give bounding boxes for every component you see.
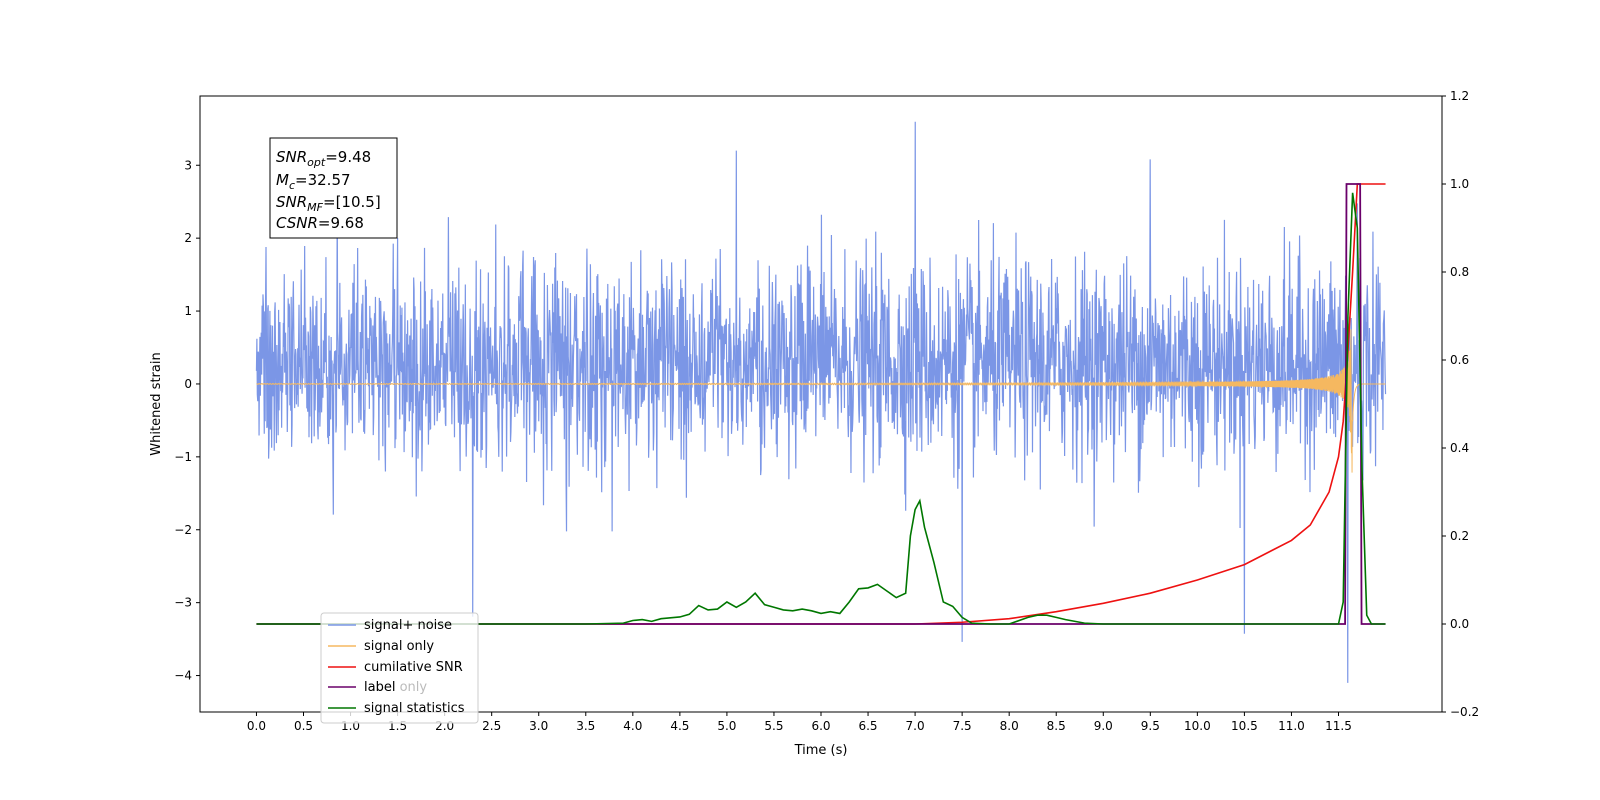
series-signal-statistics (256, 192, 1386, 625)
y-right-tick-label: 0.4 (1450, 441, 1469, 455)
legend-entry-label-only: label only (364, 680, 427, 695)
y-left-tick-label: −1 (174, 450, 192, 464)
y-left-tick-label: 0 (184, 377, 192, 391)
y-right-tick-label: −0.2 (1450, 705, 1479, 719)
series-layer (255, 121, 1387, 683)
legend: signal+ noise signal only cumilative SNR… (320, 612, 479, 724)
series-signal-noise (255, 121, 1387, 683)
y-left-tick-label: 1 (184, 304, 192, 318)
annotation-snr-opt: SNRopt=9.48 (276, 148, 371, 169)
annotation-box: SNRopt=9.48 Mc=32.57 SNRMF=[10.5] CSNR=9… (269, 137, 398, 239)
annotation-snr-mf: SNRMF=[10.5] (276, 193, 381, 214)
annotation-csnr: CSNR=9.68 (276, 214, 364, 232)
legend-entry-signal-only: signal only (364, 639, 434, 654)
x-tick-label: 6.0 (811, 719, 830, 733)
x-tick-label: 11.5 (1325, 719, 1352, 733)
y-right-tick-label: 1.2 (1450, 89, 1469, 103)
x-tick-label: 0.0 (247, 719, 266, 733)
x-tick-label: 9.0 (1094, 719, 1113, 733)
y-left-tick-label: −4 (174, 669, 192, 683)
x-tick-label: 7.5 (953, 719, 972, 733)
x-tick-label: 8.5 (1047, 719, 1066, 733)
y-left-tick-label: 2 (184, 231, 192, 245)
annotation-mc: Mc=32.57 (276, 171, 351, 192)
x-tick-label: 4.5 (670, 719, 689, 733)
y-right-tick-label: 0.6 (1450, 353, 1469, 367)
x-tick-label: 5.5 (764, 719, 783, 733)
legend-entry-label: label (364, 680, 395, 695)
x-tick-label: 7.0 (906, 719, 925, 733)
y-left-tick-label: −2 (174, 523, 192, 537)
y-axis-label: Whitened strain (149, 352, 164, 455)
series-cumulative-snr (256, 183, 1386, 625)
x-tick-label: 11.0 (1278, 719, 1305, 733)
x-tick-label: 0.5 (294, 719, 313, 733)
x-tick-label: 9.5 (1141, 719, 1160, 733)
x-axis-label: Time (s) (794, 743, 848, 758)
y-left-tick-label: −3 (174, 596, 192, 610)
y-right-tick-label: 0.8 (1450, 265, 1469, 279)
x-tick-label: 3.5 (576, 719, 595, 733)
x-tick-label: 4.0 (623, 719, 642, 733)
x-tick-label: 10.0 (1184, 719, 1211, 733)
legend-entry-signal-noise: signal+ noise (364, 618, 452, 633)
x-tick-label: 10.5 (1231, 719, 1258, 733)
x-tick-label: 6.5 (858, 719, 877, 733)
y-right-tick-label: 0.2 (1450, 529, 1469, 543)
x-tick-label: 3.0 (529, 719, 548, 733)
y-right-tick-label: 1.0 (1450, 177, 1469, 191)
y-left-tick-label: 3 (184, 158, 192, 172)
x-tick-label: 5.0 (717, 719, 736, 733)
legend-entry-statistics: signal statistics (364, 701, 465, 716)
legend-entry-cumulative-snr: cumilative SNR (364, 660, 463, 675)
series-signal-only (256, 329, 1386, 473)
legend-frame (320, 612, 479, 724)
y-right-tick-label: 0.0 (1450, 617, 1469, 631)
x-tick-label: 2.5 (482, 719, 501, 733)
x-tick-label: 8.0 (1000, 719, 1019, 733)
